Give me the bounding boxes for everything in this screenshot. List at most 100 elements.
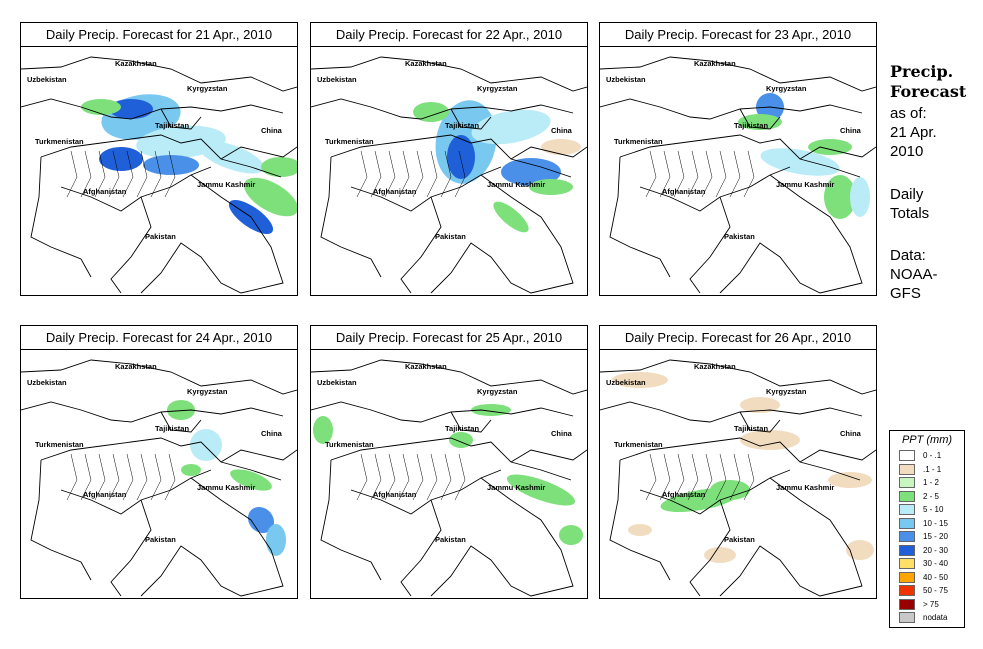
province-line [66, 453, 78, 501]
border-line [21, 401, 284, 423]
legend-label: 5 - 10 [923, 505, 944, 514]
country-label-jammu-kashmir: Jammu Kashmir [776, 180, 834, 189]
panel-title: Daily Precip. Forecast for 25 Apr., 2010 [311, 326, 587, 350]
as-of-day: 21 Apr. [890, 124, 937, 141]
border-line [600, 401, 863, 423]
as-of-year: 2010 [890, 143, 924, 160]
province-line [426, 453, 438, 501]
border-line [330, 437, 572, 481]
precip-area [447, 135, 475, 179]
precip-map: Kazakhstan Uzbekistan Kyrgyzstan Tajikistan… [600, 359, 876, 597]
country-label-kyrgyzstan: Kyrgyzstan [477, 387, 518, 396]
border-line [450, 411, 492, 433]
country-label-afghanistan: Afghanistan [662, 187, 706, 196]
precip-map: Kazakhstan Uzbekistan Kyrgyzstan Tajikistan… [21, 359, 297, 597]
map-panel: Daily Precip. Forecast for 25 Apr., 2010… [310, 325, 588, 599]
border-line [30, 156, 92, 278]
province-line [673, 150, 685, 198]
precip-area [143, 155, 199, 175]
legend-label: > 75 [923, 599, 939, 609]
country-label-pakistan: Pakistan [145, 232, 176, 241]
legend-swatch [899, 612, 915, 623]
country-label-turkmenistan: Turkmenistan [35, 137, 84, 146]
precip-area [828, 472, 872, 488]
precip-area [740, 430, 800, 450]
legend-swatch [899, 531, 915, 542]
province-line [136, 150, 148, 198]
precip-area [710, 480, 750, 500]
panel-title: Daily Precip. Forecast for 21 Apr., 2010 [21, 23, 297, 47]
precip-area [506, 474, 576, 506]
legend-swatch [899, 585, 915, 596]
country-label-kyrgyzstan: Kyrgyzstan [187, 387, 228, 396]
precip-area [850, 177, 870, 217]
country-label-afghanistan: Afghanistan [83, 187, 127, 196]
precip-area [808, 139, 852, 155]
province-line [398, 150, 410, 198]
country-label-china: China [840, 429, 862, 438]
country-label-uzbekistan: Uzbekistan [317, 75, 357, 84]
legend-swatch [899, 477, 915, 488]
data-source: Data: NOAA- GFS [890, 246, 938, 303]
precip-area [181, 464, 201, 476]
precip-area [81, 99, 121, 115]
precip-area [247, 506, 275, 534]
province-line [729, 150, 741, 198]
border-line [400, 196, 442, 294]
country-label-tajikistan: Tajikistan [734, 424, 768, 433]
province-line [122, 150, 134, 198]
panel-title: Daily Precip. Forecast for 24 Apr., 2010 [21, 326, 297, 350]
precip-map: Kazakhstan Uzbekistan Kyrgyzstan Tajikistan… [311, 56, 587, 294]
precip-area [501, 158, 561, 186]
province-line [729, 453, 741, 501]
country-label-kazakhstan: Kazakhstan [405, 362, 447, 371]
border-line [30, 459, 92, 581]
data-source-line2: NOAA- [890, 266, 938, 283]
legend-label: 20 - 30 [923, 545, 948, 555]
country-label-kazakhstan: Kazakhstan [115, 59, 157, 68]
border-line [719, 174, 863, 294]
province-line [384, 453, 396, 501]
border-line [799, 146, 876, 160]
border-line [450, 108, 492, 130]
side-title-line2: Forecast [890, 82, 967, 101]
panel-title: Daily Precip. Forecast for 26 Apr., 2010 [600, 326, 876, 350]
province-line [80, 150, 92, 198]
province-line [164, 150, 176, 198]
precip-area [413, 102, 449, 122]
country-label-afghanistan: Afghanistan [373, 490, 417, 499]
precip-area [704, 547, 736, 563]
legend-swatch [899, 504, 915, 515]
precip-area [261, 157, 297, 177]
country-label-uzbekistan: Uzbekistan [27, 75, 67, 84]
country-label-tajikistan: Tajikistan [155, 424, 189, 433]
province-line [659, 453, 671, 501]
border-line [400, 499, 442, 597]
panel-title: Daily Precip. Forecast for 22 Apr., 2010 [311, 23, 587, 47]
province-line [687, 453, 699, 501]
precip-map: Kazakhstan Uzbekistan Kyrgyzstan Tajikistan… [600, 56, 876, 294]
legend-label: 50 - 75 [923, 586, 948, 595]
province-line [440, 150, 452, 198]
country-label-jammu-kashmir: Jammu Kashmir [487, 483, 545, 492]
totals-line1: Daily [890, 186, 924, 203]
country-label-kazakhstan: Kazakhstan [694, 362, 736, 371]
legend-label: 10 - 15 [923, 518, 948, 528]
country-label-china: China [551, 429, 573, 438]
province-line [94, 150, 106, 198]
country-label-pakistan: Pakistan [435, 535, 466, 544]
precip-area [99, 147, 143, 171]
country-label-uzbekistan: Uzbekistan [606, 75, 646, 84]
border-line [311, 359, 587, 395]
legend-title: PPT (mm) [901, 434, 953, 446]
legend-swatch [899, 463, 915, 475]
precip-area [559, 525, 583, 545]
legend-swatch [899, 598, 915, 610]
province-line [66, 150, 78, 198]
country-label-tajikistan: Tajikistan [155, 121, 189, 130]
legend-swatch [899, 450, 915, 461]
border-line [609, 156, 671, 278]
border-line [510, 146, 587, 160]
country-label-tajikistan: Tajikistan [734, 121, 768, 130]
country-label-pakistan: Pakistan [145, 535, 176, 544]
